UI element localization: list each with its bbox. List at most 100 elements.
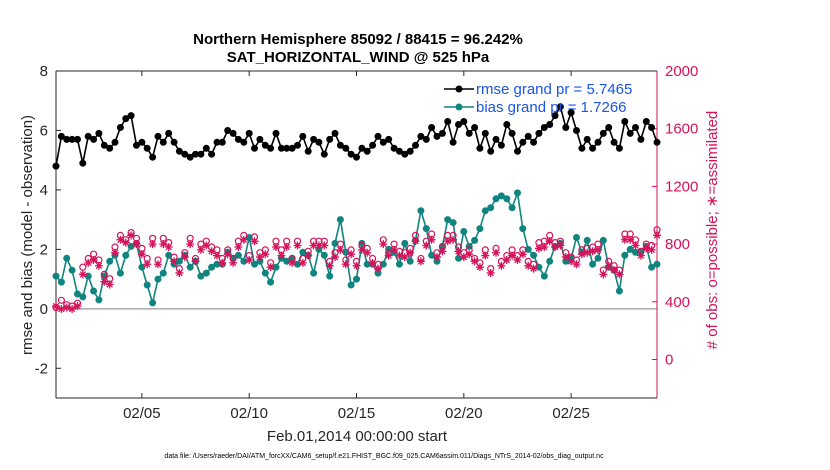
obs-assimilated-marker: [443, 237, 452, 246]
legend-marker-rmse: [455, 85, 463, 93]
obs-assimilated-marker: [459, 253, 468, 262]
data-point-bias: [149, 299, 157, 307]
obs-assimilated-marker: [653, 231, 661, 240]
data-point-bias: [621, 251, 629, 259]
obs-assimilated-marker: [175, 268, 184, 277]
data-point-bias: [615, 287, 623, 295]
obs-assimilated-marker: [245, 255, 254, 264]
obs-assimilated-marker: [73, 302, 82, 311]
obs-assimilated-marker: [465, 250, 474, 259]
data-point-bias: [95, 296, 103, 304]
data-point-bias: [353, 275, 360, 283]
data-point-bias: [406, 257, 414, 265]
data-point-rmse: [159, 138, 167, 146]
x-tick-label: 02/25: [552, 405, 590, 422]
obs-assimilated-marker: [604, 261, 613, 270]
data-point-rmse: [111, 138, 119, 146]
data-point-rmse: [224, 127, 232, 134]
data-point-bias: [626, 245, 634, 253]
obs-assimilated-marker: [567, 257, 576, 266]
obs-assimilated-marker: [218, 258, 227, 267]
obs-assimilated-marker: [100, 277, 109, 286]
data-point-bias: [143, 281, 151, 289]
data-point-rmse: [106, 144, 114, 152]
data-point-rmse: [455, 121, 462, 128]
obs-assimilated-marker: [615, 270, 624, 279]
data-point-bias: [310, 269, 318, 277]
data-point-bias: [57, 278, 65, 286]
obs-assimilated-marker: [57, 305, 66, 314]
obs-assimilated-marker: [545, 237, 554, 246]
obs-assimilated-marker: [202, 241, 211, 250]
obs-assimilated-marker: [400, 253, 409, 262]
data-point-bias: [648, 263, 656, 271]
obs-assimilated-marker: [272, 242, 281, 251]
data-point-bias: [444, 216, 452, 224]
obs-assimilated-marker: [534, 244, 543, 253]
y-tick-label: 6: [40, 122, 48, 139]
obs-assimilated-marker: [470, 257, 479, 266]
data-point-rmse: [175, 147, 183, 155]
data-point-bias: [326, 272, 334, 280]
data-point-rmse: [245, 129, 253, 137]
data-point-rmse: [127, 112, 135, 120]
obs-assimilated-marker: [588, 247, 597, 256]
legend-entry-rmse: rmse grand pr = 5.7465: [476, 81, 632, 98]
obs-assimilated-marker: [583, 248, 592, 257]
y-tick-label-right: 0: [665, 351, 673, 368]
data-point-bias: [116, 269, 124, 277]
obs-assimilated-marker: [636, 251, 645, 260]
data-point-bias: [294, 260, 301, 268]
obs-assimilated-marker: [314, 241, 323, 250]
obs-assimilated-marker: [277, 251, 286, 260]
obs-assimilated-marker: [191, 257, 200, 266]
obs-assimilated-marker: [143, 260, 152, 269]
data-point-rmse: [540, 124, 548, 131]
x-tick-label: 02/10: [230, 405, 268, 422]
obs-assimilated-marker: [186, 240, 195, 249]
obs-assimilated-marker: [148, 240, 157, 249]
y-tick-label: 8: [40, 63, 48, 80]
data-point-rmse: [208, 150, 216, 158]
obs-assimilated-marker: [540, 242, 549, 251]
obs-possible-marker: [57, 296, 66, 304]
data-point-rmse: [170, 138, 178, 146]
data-point-rmse: [374, 132, 382, 140]
data-point-rmse: [218, 138, 226, 146]
data-point-rmse: [562, 124, 570, 131]
obs-assimilated-marker: [556, 241, 565, 250]
data-point-rmse: [95, 129, 103, 137]
data-point-rmse: [444, 118, 452, 125]
data-point-rmse: [481, 129, 489, 137]
data-point-bias: [68, 266, 76, 274]
data-point-rmse: [229, 129, 237, 137]
obs-assimilated-marker: [336, 245, 345, 254]
obs-assimilated-marker: [250, 237, 259, 246]
data-point-rmse: [653, 138, 661, 146]
obs-assimilated-marker: [481, 251, 490, 260]
y-tick-label-right: 1600: [665, 121, 698, 138]
data-point-rmse: [438, 129, 446, 137]
data-point-rmse: [234, 135, 242, 143]
y-tick-label: -2: [35, 360, 48, 377]
data-point-bias: [395, 260, 403, 268]
data-point-bias: [514, 189, 521, 197]
data-point-bias: [336, 216, 344, 224]
obs-assimilated-marker: [395, 251, 404, 260]
legend: rmse grand pr = 5.7465 bias grand pr = 1…: [444, 81, 632, 116]
data-point-bias: [530, 251, 538, 259]
plot-area: 02/05 02/10 02/15 02/20 02/25 -2 0 2 4 6 8 0 400 800 1…: [35, 63, 699, 422]
data-point-bias: [589, 260, 597, 268]
data-point-bias: [653, 260, 661, 268]
obs-assimilated-marker: [325, 261, 334, 270]
data-point-bias: [379, 260, 387, 268]
data-point-rmse: [433, 132, 441, 140]
obs-assimilated-marker: [626, 235, 635, 244]
obs-assimilated-marker: [502, 255, 511, 264]
data-point-rmse: [530, 138, 538, 146]
obs-assimilated-marker: [266, 263, 275, 272]
data-file-footnote: data file: /Users/raeder/DAI/ATM_forcXX/…: [164, 453, 604, 460]
data-point-rmse: [379, 138, 387, 146]
data-point-rmse: [272, 129, 280, 137]
obs-assimilated-marker: [357, 245, 366, 254]
